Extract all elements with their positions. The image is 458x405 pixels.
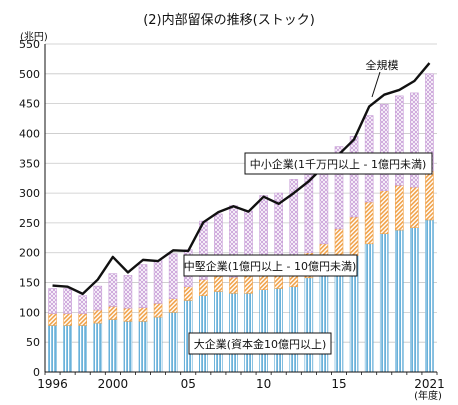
bar-sme: [123, 275, 133, 309]
y-axis-label: (兆円): [20, 31, 48, 43]
bar-midsize-enterprise: [108, 306, 118, 320]
x-tick-label: 2021: [414, 377, 445, 391]
midsize-annotation-label: 中堅企業(1億円以上 - 10億円未満): [184, 259, 357, 273]
bar-sme: [395, 95, 404, 186]
bar-midsize-enterprise: [379, 190, 389, 234]
sme-annotation-label: 中小企業(1千万円以上 - 1億円未満): [250, 157, 427, 171]
y-tick-label: 450: [19, 98, 40, 111]
bar-midsize-enterprise: [199, 279, 208, 296]
bar-large-enterprise: [153, 316, 163, 373]
bar-large-enterprise: [304, 277, 314, 373]
bar-large-enterprise: [93, 322, 103, 373]
bar-large-enterprise: [410, 227, 419, 373]
x-tick-label: 10: [256, 377, 271, 391]
grid-layer: [45, 43, 437, 343]
total-annotation-label: 全規模: [366, 58, 399, 72]
bar-sme: [138, 264, 148, 308]
y-tick-label: 500: [19, 68, 40, 81]
bar-large-enterprise: [395, 229, 404, 373]
bar-large-enterprise: [425, 219, 434, 373]
bar-midsize-enterprise: [123, 307, 133, 322]
midsize-annotation-box: [183, 254, 358, 277]
bar-large-enterprise: [168, 312, 178, 373]
bar-midsize-enterprise: [410, 186, 419, 228]
bar-midsize-enterprise: [229, 276, 238, 294]
y-tick-label: 0: [33, 366, 40, 379]
sme-annotation-box: [244, 152, 433, 175]
bar-sme: [410, 92, 419, 188]
bar-midsize-enterprise: [153, 303, 163, 318]
bar-midsize-enterprise: [214, 274, 223, 292]
y-tick-label: 400: [19, 127, 40, 140]
y-tick-label: 350: [19, 157, 40, 170]
bar-midsize-enterprise: [244, 275, 253, 294]
bar-large-enterprise: [319, 273, 329, 373]
y-tick-label: 550: [19, 38, 40, 51]
bar-midsize-enterprise: [395, 185, 404, 231]
bar-midsize-enterprise: [168, 298, 178, 313]
bar-large-enterprise: [63, 325, 72, 373]
x-tick-label: 1996: [37, 377, 68, 391]
y-tick-label: 50: [26, 336, 40, 349]
y-tick-label: 300: [19, 187, 40, 200]
bar-large-enterprise: [48, 325, 57, 373]
bar-large-enterprise: [364, 243, 374, 373]
bar-large-enterprise: [108, 319, 118, 373]
bar-midsize-enterprise: [63, 313, 72, 326]
y-tick-label: 150: [19, 277, 40, 290]
bar-sme: [93, 285, 103, 311]
bar-midsize-enterprise: [364, 201, 374, 245]
bar-sme: [108, 273, 118, 307]
total-annotation-leader: [371, 71, 381, 98]
bar-midsize-enterprise: [93, 309, 103, 324]
total-line: [52, 62, 431, 296]
bar-sme: [78, 295, 87, 314]
bar-midsize-enterprise: [138, 307, 148, 322]
large-annotation-label: 大企業(資本金10億円以上): [194, 337, 327, 351]
bar-sme: [63, 288, 72, 314]
bar-midsize-enterprise: [349, 216, 359, 257]
bar-midsize-enterprise: [425, 170, 434, 221]
y-tick-label: 100: [19, 306, 40, 319]
bar-midsize-enterprise: [78, 313, 87, 326]
bar-sme: [48, 288, 57, 314]
x-tick-label: 05: [181, 377, 196, 391]
x-axis-label: (年度): [414, 389, 442, 402]
bar-sme: [168, 253, 178, 299]
x-tick-label: 2000: [98, 377, 129, 391]
x-tick-label: 15: [331, 377, 346, 391]
bar-midsize-enterprise: [48, 313, 57, 326]
large-annotation-box: [188, 332, 332, 355]
y-tick-label: 200: [19, 247, 40, 260]
bar-sme: [379, 103, 389, 192]
bar-large-enterprise: [274, 288, 283, 373]
bar-large-enterprise: [289, 286, 299, 373]
bar-sme: [334, 146, 344, 230]
bar-sme: [349, 136, 359, 218]
chart-title: (2)内部留保の推移(ストック): [143, 12, 315, 28]
bar-large-enterprise: [379, 233, 389, 373]
bar-large-enterprise: [214, 291, 223, 373]
bar-midsize-enterprise: [183, 286, 193, 301]
bar-large-enterprise: [138, 321, 148, 373]
line-layer: [52, 62, 431, 296]
bar-large-enterprise: [123, 321, 133, 373]
bar-sme: [153, 260, 163, 304]
y-tick-label: 250: [19, 217, 40, 230]
bar-large-enterprise: [78, 325, 87, 373]
bar-large-enterprise: [259, 289, 268, 373]
bar-large-enterprise: [334, 264, 344, 373]
